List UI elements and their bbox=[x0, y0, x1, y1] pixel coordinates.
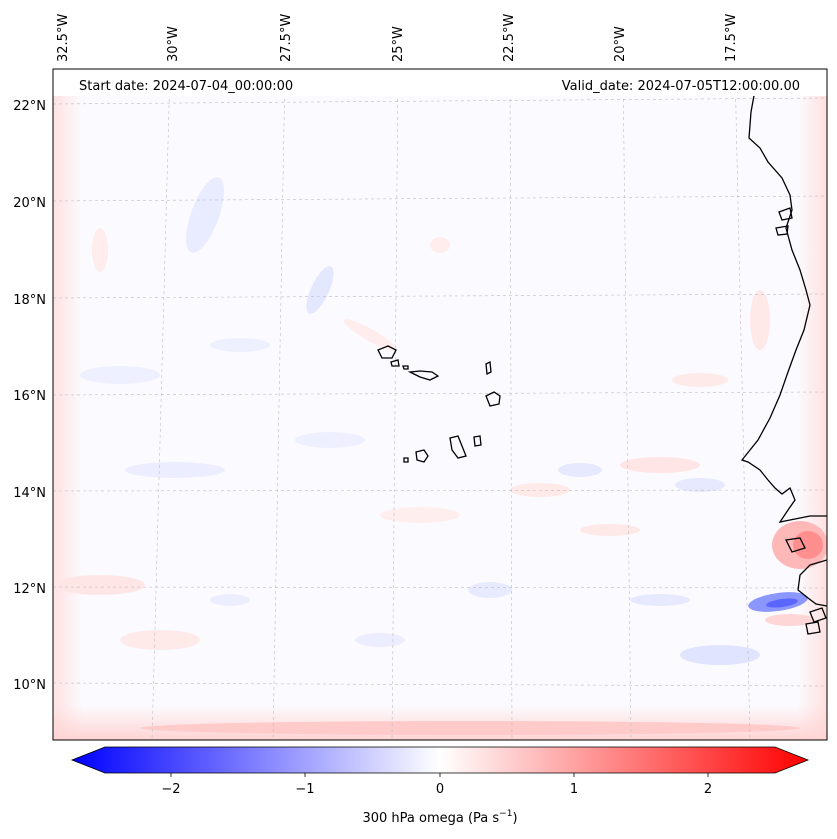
lat-label: 18°N bbox=[13, 293, 46, 308]
lon-label: 22.5°W bbox=[502, 14, 517, 62]
lon-label: 30°W bbox=[166, 26, 181, 62]
lon-labels: 32.5°W 30°W 27.5°W 25°W 22.5°W 20°W 17.5… bbox=[56, 14, 739, 62]
colorbar-label: 300 hPa omega (Pa s−1) bbox=[362, 809, 517, 826]
island-santo-antao bbox=[377, 345, 397, 359]
island-sal bbox=[485, 360, 492, 376]
omega-pos-blob bbox=[430, 237, 450, 253]
map-background bbox=[53, 69, 827, 740]
omega-neg-blob bbox=[210, 594, 250, 606]
omega-neg-blob bbox=[125, 462, 225, 478]
omega-field bbox=[55, 177, 827, 735]
edge-shade-left bbox=[53, 69, 83, 740]
omega-pos-blob bbox=[510, 483, 570, 497]
start-date-text: Start date: 2024-07-04_00:00:00 bbox=[79, 79, 293, 94]
omega-neg-blob bbox=[210, 338, 270, 352]
cape-verde-islands bbox=[377, 345, 501, 463]
lon-label: 25°W bbox=[391, 26, 406, 62]
island-santa-luzia bbox=[402, 365, 409, 370]
island-boa-vista bbox=[485, 391, 501, 407]
colorbar-bar bbox=[70, 746, 810, 774]
lon-label: 17.5°W bbox=[724, 14, 739, 62]
map-frame bbox=[52, 68, 828, 741]
omega-neg-blob bbox=[295, 432, 365, 448]
omega-pos-blob bbox=[55, 575, 145, 595]
omega-pos-blob bbox=[380, 507, 460, 523]
header-strip bbox=[53, 69, 827, 96]
lat-label: 16°N bbox=[13, 389, 46, 404]
colorbar-tick-label: 2 bbox=[704, 782, 712, 797]
colorbar: −2 −1 0 1 2 300 hPa omega (Pa s−1) bbox=[70, 746, 810, 826]
lon-label: 32.5°W bbox=[56, 14, 71, 62]
colorbar-tick-label: −1 bbox=[295, 782, 314, 797]
omega-pos-blob bbox=[92, 228, 108, 272]
omega-pos-blob bbox=[580, 524, 640, 536]
omega-pos-blob bbox=[620, 457, 700, 473]
omega-neg-blob bbox=[468, 582, 512, 598]
lat-label: 10°N bbox=[13, 678, 46, 693]
lat-label: 12°N bbox=[13, 582, 46, 597]
coastal-islands bbox=[785, 537, 827, 635]
edge-shade-right bbox=[797, 69, 827, 740]
island-fogo bbox=[415, 449, 429, 463]
colorbar-label-main: 300 hPa omega (Pa s bbox=[362, 811, 499, 826]
coastline bbox=[740, 69, 827, 635]
canary-islands bbox=[775, 207, 793, 236]
island-santiago bbox=[449, 435, 467, 459]
colorbar-ticks bbox=[170, 773, 709, 777]
lon-label: 20°W bbox=[613, 26, 628, 62]
omega-neg-blob bbox=[675, 478, 725, 492]
omega-neg-blob bbox=[355, 633, 405, 647]
omega-neg-blob bbox=[680, 645, 760, 665]
omega-pos-blob bbox=[672, 373, 728, 387]
lat-label: 20°N bbox=[13, 196, 46, 211]
lat-label: 14°N bbox=[13, 486, 46, 501]
colorbar-tick-label: −2 bbox=[161, 782, 180, 797]
africa-coast bbox=[740, 69, 827, 523]
omega-neg-blob bbox=[186, 177, 224, 253]
colorbar-label-sup: −1 bbox=[499, 809, 512, 819]
map-panel bbox=[53, 69, 827, 740]
omega-neg-blob bbox=[630, 594, 690, 606]
island-brava bbox=[403, 457, 409, 463]
omega-pos-blob bbox=[765, 614, 815, 626]
valid-date-text: Valid_date: 2024-07-05T12:00:00.00 bbox=[562, 79, 800, 94]
lon-label: 27.5°W bbox=[279, 14, 294, 62]
omega-pos-core bbox=[793, 531, 823, 559]
omega-pos-blob bbox=[120, 630, 200, 650]
lat-labels: 22°N 20°N 18°N 16°N 14°N 12°N 10°N bbox=[13, 99, 46, 693]
island-maio bbox=[473, 435, 482, 447]
omega-neg-blob bbox=[306, 266, 334, 314]
omega-neg-blob bbox=[80, 366, 160, 384]
colorbar-label-end: ) bbox=[512, 811, 517, 826]
island-sao-vicente bbox=[390, 359, 400, 367]
island-sao-nicolau bbox=[407, 370, 440, 381]
omega-neg-core bbox=[766, 598, 798, 608]
africa-coast-south bbox=[797, 559, 827, 607]
omega-neg-blob bbox=[558, 463, 602, 477]
graticule bbox=[53, 69, 827, 740]
omega-pos-band bbox=[140, 721, 800, 735]
colorbar-tick-label: 0 bbox=[436, 782, 444, 797]
omega-pos-blob bbox=[750, 290, 770, 350]
lat-label: 22°N bbox=[13, 99, 46, 114]
omega-pos-blob bbox=[343, 319, 397, 351]
colorbar-tick-label: 1 bbox=[570, 782, 578, 797]
